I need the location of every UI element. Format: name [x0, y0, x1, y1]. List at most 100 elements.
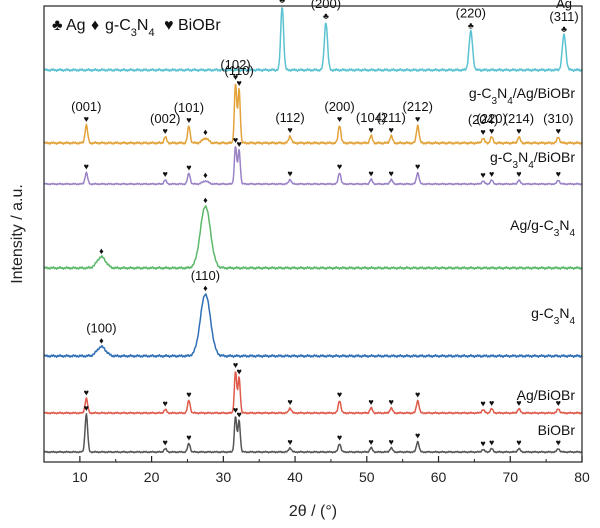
series-label: Ag/BiOBr [517, 387, 576, 403]
peak-symbol: ♥ [186, 115, 191, 125]
series-group: ♥♥♥♦♥♥♥♥♥ ♥♥♥ ♥ ♥ ♥g-C3N4/BiOBr [43, 135, 583, 186]
peak-symbol: ♥ [368, 397, 373, 407]
peak-label: (104) [356, 110, 386, 125]
series-label: BiOBr [538, 422, 576, 438]
peak-label: (212) [403, 99, 433, 114]
peak-label: (214) [504, 111, 534, 126]
peak-symbol: ♥ [84, 114, 89, 124]
series-group: ♥♥♥♥♥♥♥♥ ♥♥♥ ♥ ♥ ♥Ag/BiOBr [43, 360, 583, 415]
peak-symbol: ♥ [389, 168, 394, 178]
series-line [43, 83, 583, 145]
x-tick-label: 60 [431, 469, 447, 485]
peak-symbol: ♥ [233, 360, 238, 370]
peak-symbol: ♣ [468, 21, 474, 31]
peak-label: (112) [275, 110, 304, 125]
peak-symbol: ♥ [84, 387, 89, 397]
peak-symbol: ♥ [368, 125, 373, 135]
series-label: g-C3N4 [531, 305, 575, 327]
peak-symbol: ♦ [99, 246, 104, 256]
peak-symbol: ♥ [489, 169, 494, 179]
peak-symbol: ♣ [323, 11, 329, 21]
peak-label: (110) [191, 268, 220, 283]
series-line [43, 412, 583, 454]
peak-label: (101) [174, 100, 204, 115]
x-axis-title: 2θ / (°) [289, 503, 337, 520]
peak-symbol: ♥ [163, 169, 168, 179]
peak-symbol: ♥ [480, 170, 485, 180]
peak-label: (220) [476, 111, 506, 126]
x-tick-label: 30 [216, 469, 232, 485]
series-label: g-C3N4/BiOBr [490, 149, 575, 171]
peak-label: Ag [556, 0, 572, 11]
peak-label: (310) [543, 111, 573, 126]
peak-label: (204) [468, 112, 498, 127]
peak-symbol: ♥ [233, 405, 238, 415]
peak-label: (211) [376, 110, 405, 125]
plot-frame [43, 5, 583, 463]
legend-symbol: ♦ [91, 17, 99, 34]
peak-symbol: ♣ [279, 0, 285, 5]
peak-symbol: ♥ [489, 438, 494, 448]
legend-label: g-C3N4 [105, 17, 155, 39]
series-line [43, 205, 583, 270]
series-label: Ag/g-C3N4 [510, 217, 575, 239]
peak-symbol: ♥ [163, 126, 168, 136]
axes: 10 20 30 40 50 60 70 80 2θ / (°) Intensity / a.u. [9, 5, 590, 520]
peak-symbol: ♥ [480, 399, 485, 409]
peak-symbol: ♥ [556, 438, 561, 448]
peak-symbol: ♥ [84, 162, 89, 172]
plot-area: ♣(111)♣(200)♣(220)♣Ag(311)♥(001)♥(002)♥(… [43, 0, 583, 454]
series-group: ♦(100)♦(110)g-C3N4 [43, 268, 583, 358]
legend: ♣ Ag ♦ g-C3N4 ♥ BiOBr [52, 17, 221, 39]
peak-symbol: ♥ [337, 162, 342, 172]
peak-symbol: ♥ [516, 169, 521, 179]
peak-symbol: ♥ [337, 389, 342, 399]
peak-label: (311) [549, 9, 578, 24]
peak-label: (100) [86, 321, 116, 336]
peak-symbol: ♥ [556, 398, 561, 408]
peak-symbol: ♥ [163, 399, 168, 409]
peak-symbol: ♥ [287, 437, 292, 447]
series-line [43, 146, 583, 186]
x-tick-label: 10 [72, 469, 88, 485]
peak-symbol: ♥ [489, 398, 494, 408]
peak-symbol: ♥ [556, 169, 561, 179]
peak-symbol: ♥ [516, 398, 521, 408]
peak-symbol: ♥ [368, 437, 373, 447]
peak-symbol: ♦ [203, 127, 208, 137]
series-group: ♣(111)♣(200)♣(220)♣Ag(311) [43, 0, 583, 73]
peak-symbol: ♥ [489, 126, 494, 136]
series-line [43, 371, 583, 415]
series-group: ♦ ♦ Ag/g-C3N4 [43, 195, 583, 270]
legend-label: Ag [66, 17, 86, 34]
peak-symbol: ♥ [556, 126, 561, 136]
peak-symbol: ♥ [480, 127, 485, 137]
peak-symbol: ♥ [186, 389, 191, 399]
legend-label: BiOBr [178, 17, 221, 34]
peak-symbol: ♥ [415, 162, 420, 172]
peak-symbol: ♥ [516, 438, 521, 448]
peak-symbol: ♦ [203, 195, 208, 205]
peak-symbol: ♥ [287, 168, 292, 178]
peak-symbol: ♥ [233, 135, 238, 145]
peak-symbol: ♥ [186, 162, 191, 172]
x-tick-label: 80 [574, 469, 590, 485]
peak-label: (220) [456, 6, 486, 21]
peak-label: (102) [220, 57, 250, 72]
peak-symbol: ♥ [186, 433, 191, 443]
peak-symbol: ♥ [389, 397, 394, 407]
peak-symbol: ♥ [236, 366, 241, 376]
peak-symbol: ♥ [415, 389, 420, 399]
x-tick-label: 40 [287, 469, 303, 485]
peak-symbol: ♥ [415, 430, 420, 440]
peak-symbol: ♥ [236, 409, 241, 419]
series-line [43, 7, 583, 73]
peak-symbol: ♥ [287, 397, 292, 407]
peak-label: (200) [324, 99, 354, 114]
peak-symbol: ♥ [516, 126, 521, 136]
x-tick-label: 50 [359, 469, 375, 485]
series-label: g-C3N4/Ag/BiOBr [469, 85, 575, 107]
series-group: ♥(001)♥(002) ♥(101)♦♥(102)♥(110)♥(112) ♥(2… [43, 57, 583, 145]
x-tick-label: 20 [144, 469, 160, 485]
peak-symbol: ♥ [480, 438, 485, 448]
